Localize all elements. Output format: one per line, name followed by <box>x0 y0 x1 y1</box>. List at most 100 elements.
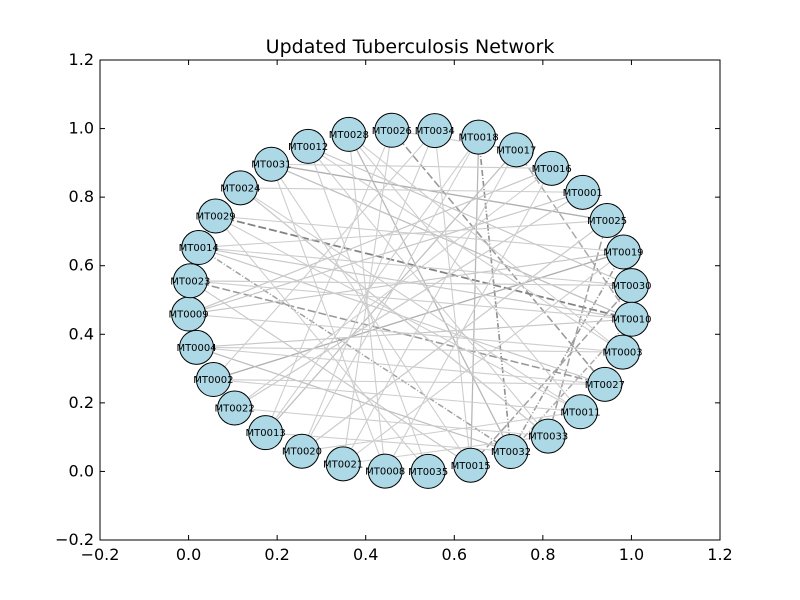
node-label: MT0010 <box>611 315 651 326</box>
node-circle <box>453 447 489 483</box>
network-node-MT0011: MT0011 <box>560 394 601 430</box>
node-label: MT0001 <box>563 188 603 199</box>
node-label: MT0016 <box>532 164 572 175</box>
network-edge-MT0034-MT0015 <box>434 130 472 466</box>
network-edge-MT0017-MT0021 <box>342 149 517 465</box>
node-label: MT0029 <box>195 212 235 223</box>
network-edge-MT0032-MT0004 <box>196 346 512 453</box>
x-tick-label: 0.0 <box>176 545 201 564</box>
node-circle <box>410 453 446 489</box>
network-edge-MT0025-MT0033 <box>547 220 608 437</box>
node-circle <box>217 390 253 426</box>
node-label: MT0018 <box>459 133 499 144</box>
network-edge-MT0002-MT0019 <box>213 251 624 381</box>
node-label: MT0009 <box>168 310 208 321</box>
axes-frame <box>99 59 721 541</box>
x-tick-label: 1.2 <box>707 545 732 564</box>
node-label: MT0034 <box>415 126 455 137</box>
node-circle <box>222 170 258 206</box>
network-node-MT0025: MT0025 <box>587 202 627 238</box>
network-edge-MT0026-MT0027 <box>391 129 606 385</box>
node-circle <box>605 234 641 270</box>
y-tick-label: −0.2 <box>55 530 94 549</box>
network-node-MT0022: MT0022 <box>215 390 255 426</box>
network-edge-MT0010-MT0032 <box>510 318 632 453</box>
network-edge-MT0014-MT0030 <box>198 247 632 287</box>
node-label: MT0013 <box>246 428 286 439</box>
network-edge-MT0027-MT0002 <box>213 379 605 385</box>
chart-title: Updated Tuberculosis Network <box>266 36 555 58</box>
network-edge-MT0004-MT0010 <box>196 318 632 348</box>
network-edge-MT0018-MT0015 <box>470 137 480 466</box>
network-node-MT0034: MT0034 <box>415 113 455 149</box>
network-node-MT0015: MT0015 <box>451 447 491 483</box>
network-node-MT0017: MT0017 <box>496 132 536 168</box>
network-node-MT0033: MT0033 <box>528 418 568 454</box>
node-circle <box>290 128 326 164</box>
node-circle <box>374 112 410 148</box>
network-edge-MT0035-MT0029 <box>215 215 429 472</box>
network-node-MT0029: MT0029 <box>195 198 236 234</box>
network-edge-MT0026-MT0017 <box>391 129 517 151</box>
network-edge-MT0023-MT0030 <box>190 280 632 287</box>
node-circle <box>181 230 217 266</box>
network-edge-MT0028-MT0011 <box>348 134 581 413</box>
network-edge-MT0003-MT0028 <box>348 133 623 353</box>
node-circle <box>367 453 403 489</box>
network-edge-MT0018-MT0020 <box>301 136 480 452</box>
network-node-MT0012: MT0012 <box>288 128 328 164</box>
network-edge-MT0016-MT0009 <box>188 167 552 315</box>
node-circle <box>179 329 215 365</box>
x-tick-label: 0.8 <box>530 545 555 564</box>
node-circle <box>461 119 497 155</box>
network-node-MT0014: MT0014 <box>179 230 219 266</box>
network-node-MT0035: MT0035 <box>408 453 448 489</box>
y-tick-label: 0.4 <box>69 324 94 343</box>
node-label: MT0027 <box>585 380 625 391</box>
node-label: MT0031 <box>251 160 291 171</box>
node-circle <box>284 433 320 469</box>
node-circle <box>493 434 529 470</box>
node-label: MT0033 <box>528 432 568 443</box>
network-edge-MT0004-MT0027 <box>196 346 605 385</box>
network-edge-MT0014-MT0025 <box>198 219 608 249</box>
node-label: MT0002 <box>193 375 233 386</box>
node-circle <box>417 113 453 149</box>
network-node-MT0020: MT0020 <box>282 433 322 469</box>
network-node-MT0013: MT0013 <box>246 415 286 451</box>
node-circle <box>563 394 598 430</box>
y-tick-label: 0.6 <box>69 256 94 275</box>
node-circle <box>589 202 625 238</box>
node-label: MT0035 <box>408 467 448 478</box>
node-circle <box>195 362 231 398</box>
node-circle <box>613 301 649 337</box>
node-label: MT0021 <box>323 459 363 470</box>
node-circle <box>198 198 234 234</box>
network-edge-MT0009-MT0003 <box>188 313 623 353</box>
network-edge-MT0003-MT0004 <box>196 346 623 353</box>
node-label: MT0022 <box>215 404 255 415</box>
node-circle <box>587 366 623 402</box>
node-circle <box>253 146 289 182</box>
node-label: MT0014 <box>179 243 219 254</box>
node-label: MT0011 <box>560 407 600 418</box>
network-node-MT0026: MT0026 <box>372 112 412 148</box>
x-tick-label: −0.2 <box>81 545 120 564</box>
network-edge-MT0018-MT0032 <box>477 137 512 452</box>
y-tick-label: 1.2 <box>69 50 94 69</box>
edge-layer <box>188 129 633 472</box>
network-edge-MT0012-MT0003 <box>307 145 623 353</box>
network-edge-MT0023-MT0010 <box>190 280 632 320</box>
y-tick-label: 0.0 <box>69 461 94 480</box>
node-label: MT0024 <box>220 183 260 194</box>
node-circle <box>331 116 367 152</box>
network-node-MT0028: MT0028 <box>329 116 369 152</box>
x-tick-label: 1.0 <box>619 545 644 564</box>
node-label: MT0025 <box>587 216 627 227</box>
network-edge-MT0012-MT0030 <box>307 145 632 287</box>
network-edge-MT0029-MT0019 <box>215 215 624 253</box>
node-label: MT0003 <box>602 348 642 359</box>
network-edge-MT0022-MT0033 <box>234 407 549 437</box>
node-circle <box>172 263 208 299</box>
